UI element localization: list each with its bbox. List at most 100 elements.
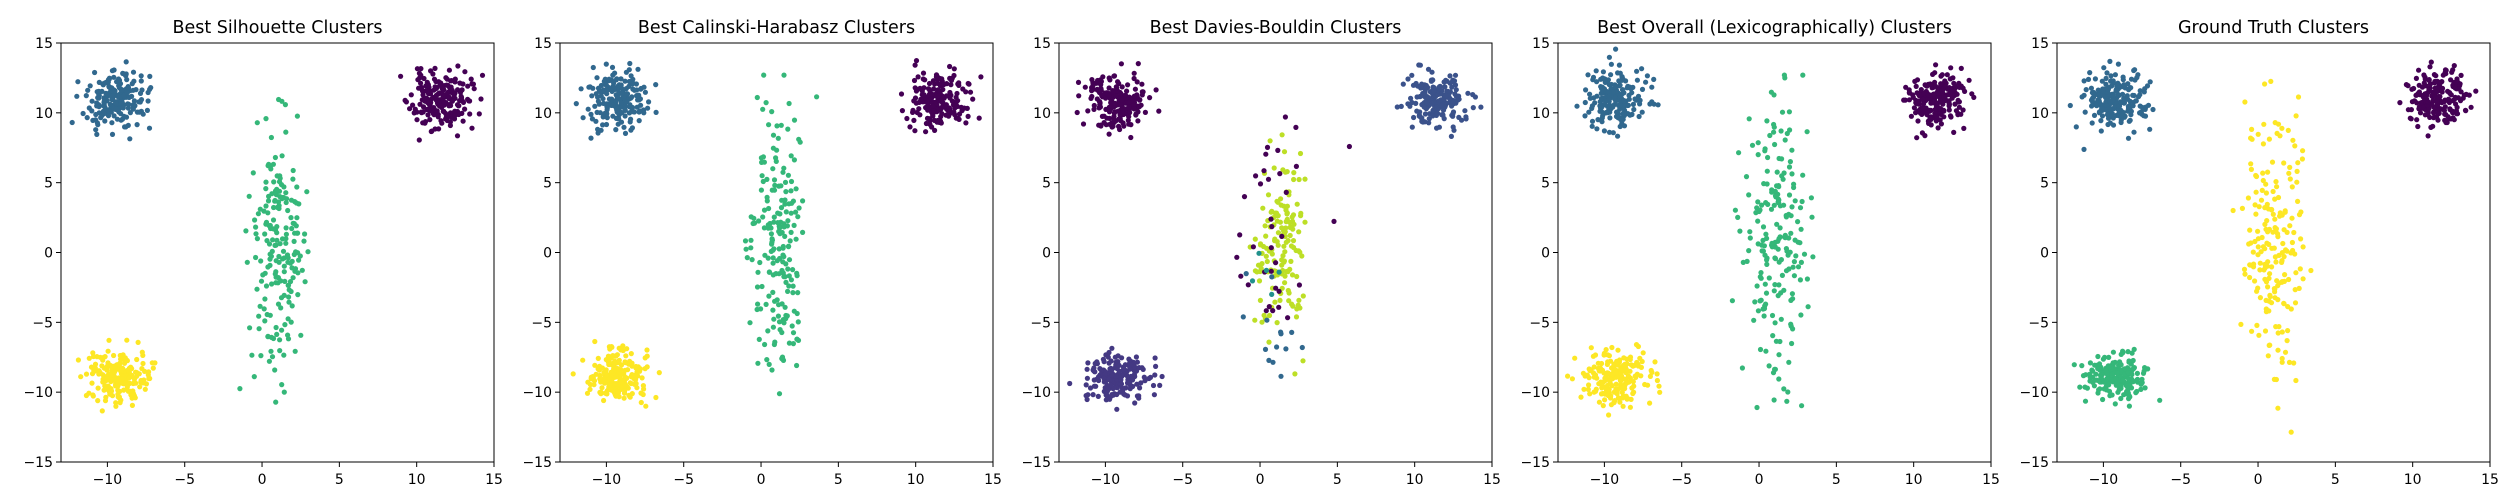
data-point bbox=[1620, 403, 1626, 409]
data-point bbox=[2147, 126, 2153, 132]
data-point bbox=[755, 301, 761, 307]
data-point bbox=[86, 390, 92, 396]
data-point bbox=[1574, 103, 1580, 109]
data-point bbox=[633, 363, 639, 370]
data-point bbox=[1134, 79, 1140, 85]
data-point bbox=[263, 179, 269, 185]
data-point bbox=[2249, 136, 2255, 142]
data-point bbox=[944, 81, 950, 87]
data-point bbox=[587, 386, 593, 392]
data-point bbox=[285, 207, 291, 214]
data-point bbox=[2293, 377, 2299, 384]
data-point bbox=[1639, 109, 1645, 115]
data-point bbox=[1771, 202, 1777, 208]
data-point bbox=[790, 290, 796, 296]
data-point bbox=[132, 395, 138, 401]
data-point bbox=[597, 389, 603, 395]
data-point bbox=[2095, 353, 2101, 360]
data-point bbox=[1648, 367, 1654, 374]
data-point bbox=[1429, 100, 1435, 106]
data-point bbox=[920, 76, 926, 82]
data-point bbox=[1285, 269, 1291, 275]
data-point bbox=[96, 104, 102, 110]
data-point bbox=[266, 358, 272, 364]
data-point bbox=[2252, 238, 2258, 245]
data-point bbox=[1789, 147, 1795, 153]
data-point bbox=[1948, 65, 1954, 71]
data-point bbox=[627, 380, 633, 386]
data-point bbox=[785, 126, 791, 132]
data-point bbox=[2253, 173, 2260, 180]
data-point bbox=[1652, 359, 1658, 365]
data-point bbox=[1920, 105, 1926, 111]
data-point bbox=[904, 115, 910, 122]
y-tick-label: −10 bbox=[1021, 385, 1051, 401]
x-tick-label: −5 bbox=[1671, 472, 1692, 488]
data-point bbox=[1105, 354, 1111, 360]
data-point bbox=[1095, 393, 1101, 399]
data-point bbox=[1790, 326, 1796, 332]
y-tick-label: 0 bbox=[1042, 246, 1051, 262]
data-point bbox=[2405, 107, 2411, 113]
data-point bbox=[121, 113, 127, 119]
data-point bbox=[609, 64, 616, 70]
data-point bbox=[1632, 373, 1638, 379]
data-point bbox=[130, 69, 137, 75]
data-point bbox=[416, 70, 422, 76]
data-point bbox=[1616, 62, 1622, 68]
data-point bbox=[2245, 195, 2251, 201]
data-point bbox=[2431, 110, 2437, 116]
x-tick-label: −10 bbox=[2089, 472, 2119, 488]
data-point bbox=[1759, 248, 1765, 254]
data-point bbox=[1101, 120, 1107, 126]
data-point bbox=[2431, 80, 2438, 86]
data-point bbox=[626, 67, 632, 73]
data-point bbox=[781, 72, 787, 78]
data-point bbox=[1927, 115, 1933, 121]
data-point bbox=[2118, 395, 2124, 402]
data-point bbox=[411, 110, 417, 116]
data-point bbox=[1300, 358, 1306, 364]
data-point bbox=[2267, 342, 2273, 348]
data-point bbox=[127, 110, 133, 116]
y-tick-label: 15 bbox=[2031, 36, 2049, 52]
data-point bbox=[274, 204, 280, 210]
data-point bbox=[770, 132, 777, 138]
data-point bbox=[755, 269, 761, 275]
data-point bbox=[2280, 240, 2286, 247]
data-point bbox=[1607, 395, 1614, 401]
data-point bbox=[1913, 83, 1919, 89]
data-point bbox=[2276, 324, 2282, 330]
chart-title: Best Silhouette Clusters bbox=[172, 18, 382, 38]
data-point bbox=[782, 304, 788, 310]
data-point bbox=[1107, 77, 1113, 83]
data-point bbox=[790, 267, 796, 273]
data-point bbox=[1952, 83, 1958, 89]
data-point bbox=[1631, 106, 1637, 113]
data-point bbox=[588, 374, 594, 380]
data-point bbox=[2446, 116, 2452, 122]
data-point bbox=[271, 179, 277, 185]
data-point bbox=[783, 189, 789, 195]
data-point bbox=[1654, 377, 1660, 384]
x-tick-label: 15 bbox=[1483, 472, 1501, 488]
data-point bbox=[775, 210, 781, 216]
data-point bbox=[1283, 346, 1289, 352]
data-point bbox=[1779, 272, 1785, 278]
data-point bbox=[1938, 111, 1944, 117]
data-point bbox=[781, 254, 787, 260]
data-point bbox=[2285, 127, 2291, 133]
data-point bbox=[2128, 76, 2135, 82]
data-point bbox=[1462, 108, 1468, 114]
data-point bbox=[1616, 78, 1622, 84]
data-point bbox=[1781, 72, 1787, 78]
data-point bbox=[124, 384, 130, 390]
data-point bbox=[1752, 299, 1758, 305]
data-point bbox=[1290, 212, 1297, 218]
data-point bbox=[1939, 100, 1945, 106]
data-point bbox=[129, 81, 135, 87]
data-point bbox=[814, 94, 820, 100]
y-tick-label: −10 bbox=[522, 385, 552, 401]
data-point bbox=[622, 367, 628, 373]
data-point bbox=[460, 99, 467, 105]
